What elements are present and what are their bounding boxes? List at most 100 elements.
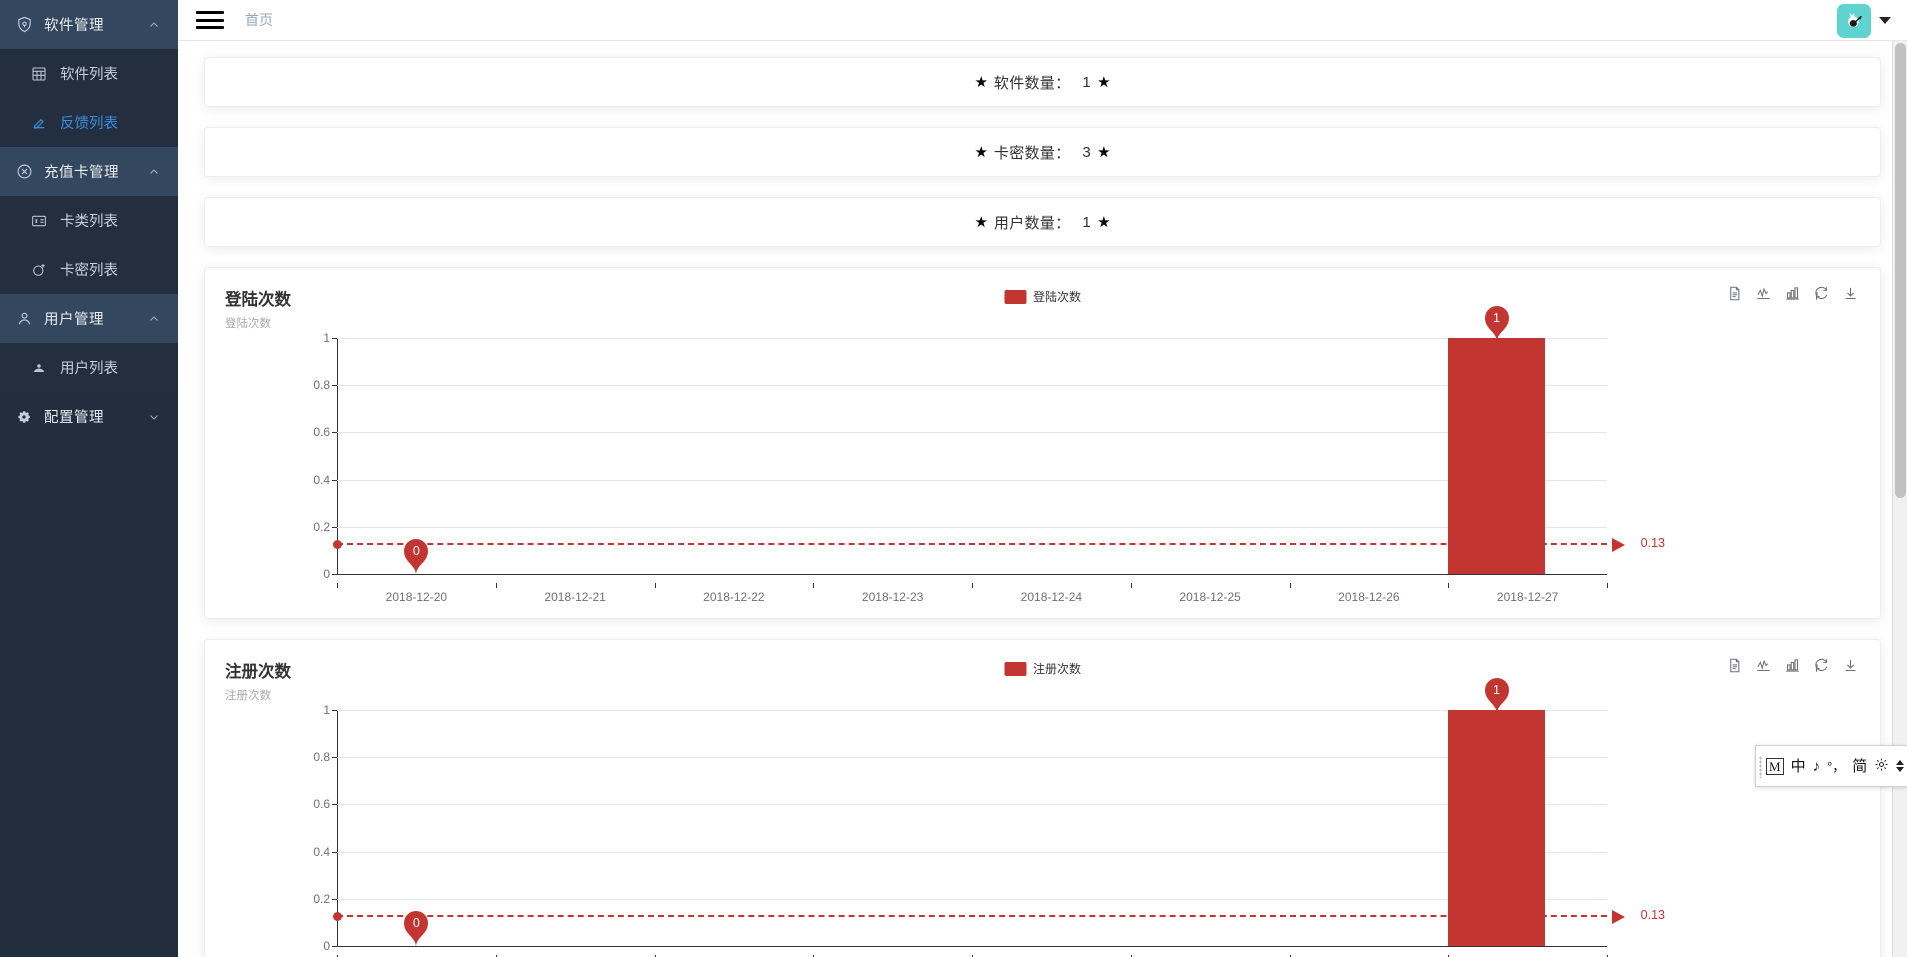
star-icon: ★	[1097, 144, 1111, 161]
chevron-up-icon	[148, 313, 160, 325]
legend-label: 登陆次数	[1032, 290, 1082, 304]
restore-icon[interactable]	[1814, 286, 1829, 301]
chart-toolbox	[1727, 286, 1858, 301]
x-tick-label: 2018-12-23	[861, 590, 924, 604]
chart-grid: 1 0.8 0.6 0.4 0.2 0 0.13	[313, 678, 1665, 957]
breadcrumb[interactable]: 首页	[245, 12, 273, 28]
markpoint-min: 0	[401, 537, 431, 575]
y-tick-label: 0.8	[313, 378, 330, 393]
shield-icon	[14, 15, 34, 35]
stat-value: 1	[1082, 73, 1092, 91]
y-tick-label: 0.8	[313, 750, 330, 765]
bar-2018-12-27[interactable]	[1448, 710, 1545, 946]
x-tick-label: 2018-12-25	[1179, 590, 1241, 604]
markline-start-dot	[333, 912, 342, 922]
sidebar-group-label: 用户管理	[44, 312, 104, 328]
y-axis	[337, 338, 338, 575]
user-icon	[14, 309, 34, 329]
legend-swatch	[1003, 289, 1026, 304]
data-view-icon[interactable]	[1727, 286, 1742, 301]
markpoint-min: 0	[401, 909, 431, 947]
stat-label: 卡密数量：	[993, 144, 1071, 162]
star-icon: ★	[974, 214, 988, 231]
line-chart-icon[interactable]	[1756, 658, 1771, 673]
sidebar-item-software-list[interactable]: 软件列表	[0, 49, 178, 98]
download-icon[interactable]	[1843, 286, 1858, 301]
average-markline: 0.13	[333, 908, 1665, 925]
chart-subtitle: 登陆次数	[225, 318, 271, 330]
sidebar-item-user-list[interactable]: 用户列表	[0, 343, 178, 392]
star-icon: ★	[974, 74, 988, 91]
markline-arrow-icon	[1612, 538, 1625, 553]
caret-down-icon[interactable]	[1879, 17, 1891, 24]
ime-stepper[interactable]	[1896, 760, 1905, 772]
chart-subtitle: 注册次数	[225, 690, 271, 702]
sidebar-group-config[interactable]: 配置管理	[0, 392, 178, 441]
data-view-icon[interactable]	[1727, 658, 1742, 673]
sidebar-item-label: 卡类列表	[60, 214, 118, 230]
sidebar-group-rechargecard[interactable]: 充值卡管理	[0, 147, 178, 196]
legend-swatch	[1003, 661, 1026, 676]
scrollbar-thumb[interactable]	[1895, 43, 1906, 498]
coin-icon	[14, 162, 34, 182]
download-icon[interactable]	[1843, 658, 1858, 673]
gear-icon[interactable]	[1874, 757, 1889, 775]
markline-arrow-icon	[1612, 910, 1625, 925]
ime-drag-handle[interactable]	[1759, 756, 1762, 778]
avatar[interactable]	[1837, 3, 1871, 38]
y-tick-label: 1	[323, 331, 330, 345]
main-area: 首页 ★ 软件数量： 1 ★	[178, 0, 1907, 957]
sidebar-submenu-user: 用户列表	[0, 343, 178, 392]
ime-tone-icon[interactable]: ♪	[1812, 757, 1821, 775]
sidebar-submenu-software: 软件列表 反馈列表	[0, 49, 178, 147]
ime-toolbar[interactable]: M 中 ♪ °， 简	[1755, 745, 1907, 787]
star-icon: ★	[974, 144, 988, 161]
sidebar-group-label: 充值卡管理	[44, 165, 119, 181]
ime-mode-icon[interactable]: M	[1766, 757, 1784, 775]
chevron-up-icon	[148, 19, 160, 31]
x-tick-label: 2018-12-24	[1020, 590, 1083, 604]
y-axis	[337, 710, 338, 947]
chart-card-register-count: 注册次数 注册次数 注册次数	[204, 639, 1881, 957]
ime-script-toggle[interactable]: 简	[1852, 757, 1868, 775]
markpoint-label: 0	[412, 544, 420, 558]
x-tick-label: 2018-12-27	[1496, 590, 1559, 604]
sidebar-group-label: 软件管理	[44, 18, 104, 34]
restore-icon[interactable]	[1814, 658, 1829, 673]
sidebar-group-user[interactable]: 用户管理	[0, 294, 178, 343]
markline-label: 0.13	[1640, 536, 1665, 551]
chart-header: 登陆次数 登陆次数 登陆次数	[205, 268, 1880, 330]
sidebar-item-label: 反馈列表	[60, 116, 118, 132]
y-tick-label: 0	[323, 939, 330, 953]
star-icon: ★	[1097, 214, 1111, 231]
y-tick-label: 0.4	[313, 844, 330, 859]
x-axis	[337, 574, 1607, 575]
markpoint-label: 1	[1493, 311, 1500, 325]
sidebar-item-card-type-list[interactable]: 卡类列表	[0, 196, 178, 245]
bar-chart-icon[interactable]	[1785, 658, 1800, 673]
sidebar-item-label: 软件列表	[60, 67, 118, 83]
bar-2018-12-27[interactable]	[1448, 338, 1545, 574]
stat-label: 软件数量：	[993, 74, 1071, 92]
x-tick-label: 2018-12-20	[385, 590, 448, 604]
chart-legend-item[interactable]: 登陆次数	[1003, 288, 1082, 305]
page-scrollbar[interactable]	[1892, 41, 1907, 957]
line-chart-icon[interactable]	[1756, 286, 1771, 301]
markpoint-label: 0	[412, 916, 420, 930]
sidebar-group-software[interactable]: 软件管理	[0, 0, 178, 49]
stat-value: 1	[1082, 213, 1092, 231]
legend-label: 注册次数	[1032, 662, 1082, 676]
sidebar-item-label: 卡密列表	[60, 263, 118, 279]
chart-legend-item[interactable]: 注册次数	[1003, 660, 1082, 677]
star-icon: ★	[1097, 74, 1111, 91]
chart-plot-register: 1 0.8 0.6 0.4 0.2 0 0.13	[225, 678, 1860, 957]
x-axis	[337, 946, 1607, 947]
markpoint-max: 1	[1482, 304, 1512, 342]
sidebar-item-feedback-list[interactable]: 反馈列表	[0, 98, 178, 147]
stat-card-user-count: ★ 用户数量： 1 ★	[204, 197, 1881, 247]
bar-chart-icon[interactable]	[1785, 286, 1800, 301]
ime-language-toggle[interactable]: 中	[1790, 757, 1806, 775]
hamburger-icon[interactable]	[196, 9, 224, 31]
sidebar-item-card-secret-list[interactable]: 卡密列表	[0, 245, 178, 294]
ime-punctuation-toggle[interactable]: °，	[1827, 758, 1846, 774]
